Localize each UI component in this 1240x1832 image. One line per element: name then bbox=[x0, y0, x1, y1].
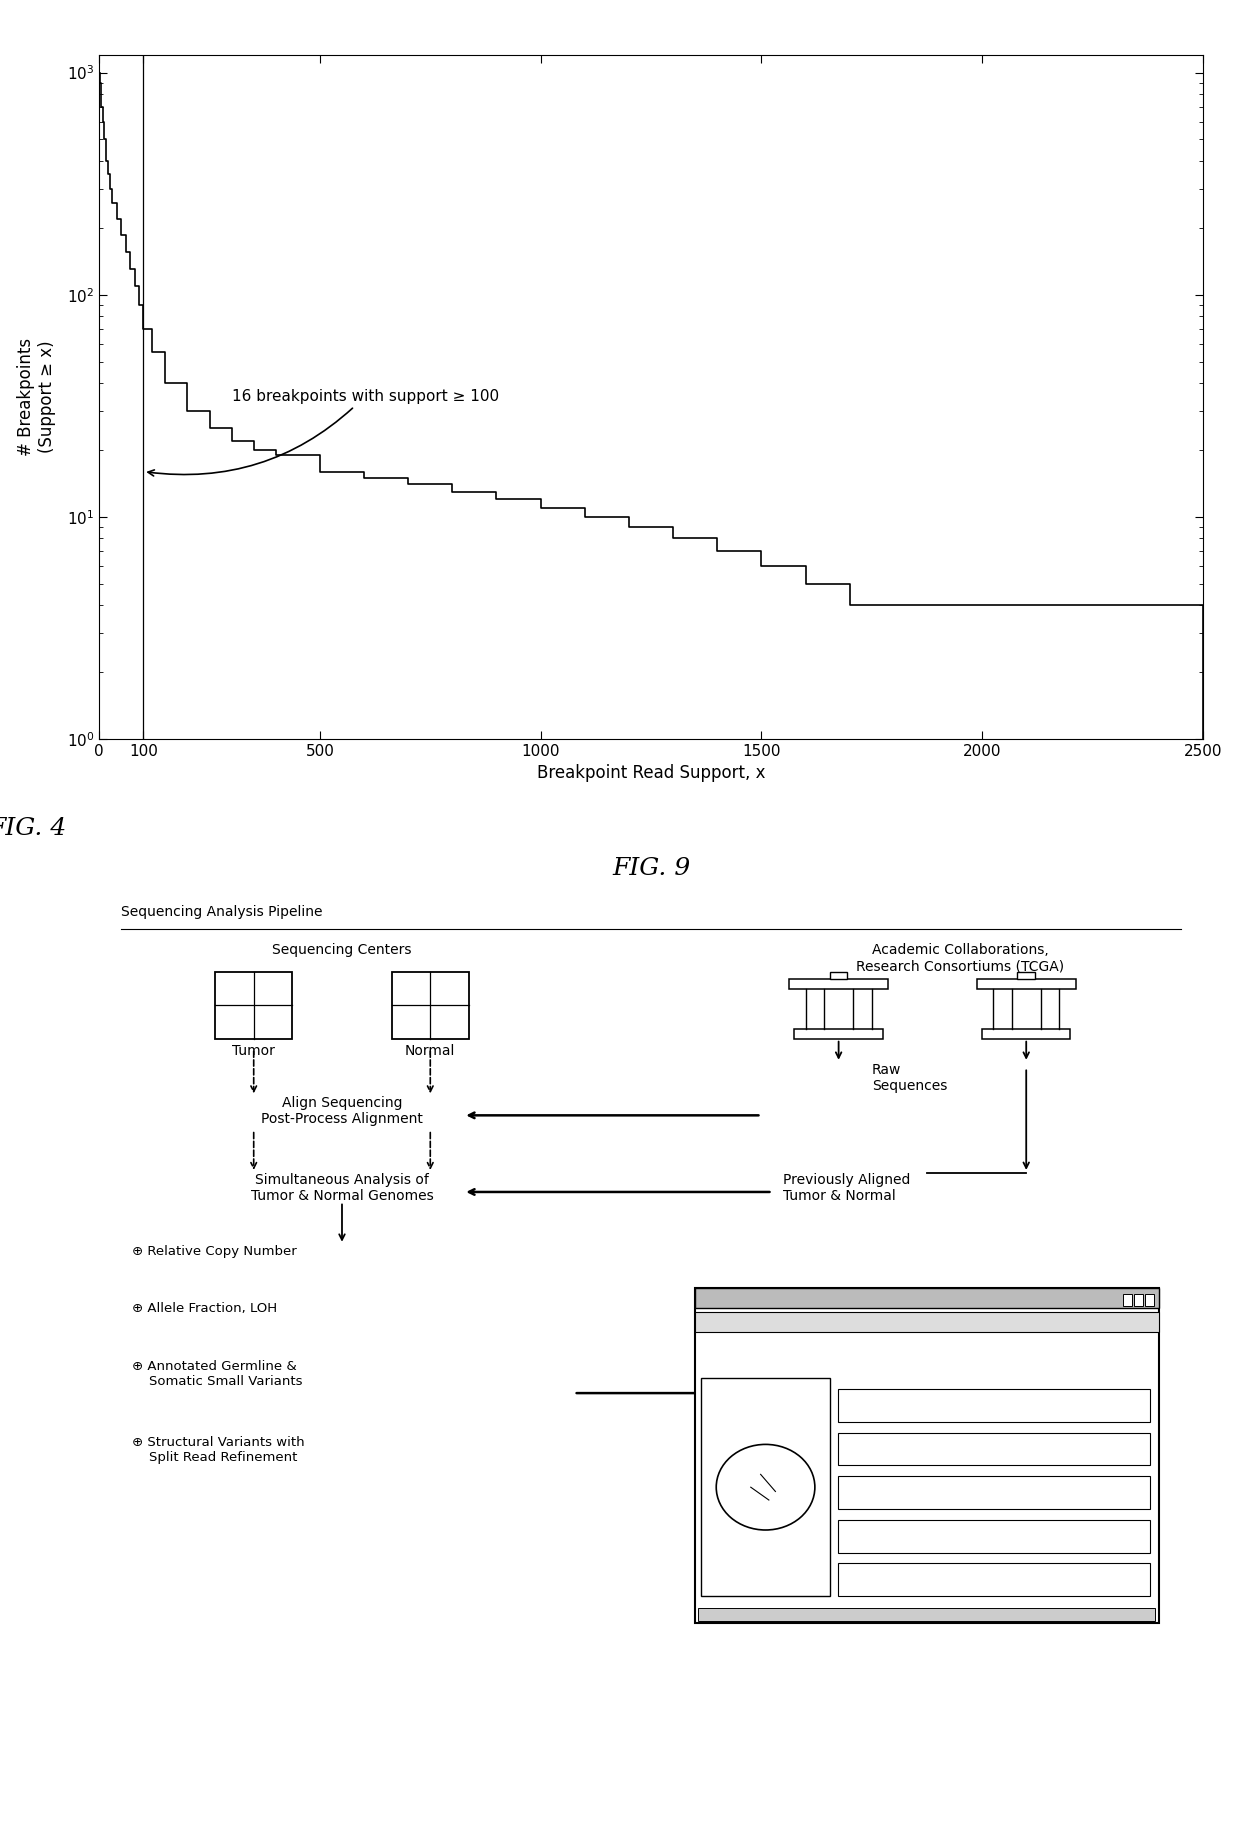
Bar bbox=[701, 1378, 831, 1596]
Text: FIG. 4: FIG. 4 bbox=[0, 817, 67, 839]
Bar bbox=[838, 1521, 1149, 1552]
Bar bbox=[795, 1030, 883, 1039]
Text: Academic Collaborations,
Research Consortiums (TCGA): Academic Collaborations, Research Consor… bbox=[856, 943, 1064, 973]
Bar bbox=[838, 1477, 1149, 1510]
Bar bbox=[977, 980, 1076, 989]
Bar bbox=[838, 1433, 1149, 1466]
Bar bbox=[789, 980, 888, 989]
Bar bbox=[830, 971, 847, 980]
Text: ⊕ Allele Fraction, LOH: ⊕ Allele Fraction, LOH bbox=[133, 1303, 278, 1315]
Bar bbox=[982, 1030, 1070, 1039]
Text: Previously Aligned
Tumor & Normal: Previously Aligned Tumor & Normal bbox=[784, 1172, 911, 1204]
Bar bbox=[1123, 1293, 1132, 1306]
Text: ⊕ Annotated Germline &
    Somatic Small Variants: ⊕ Annotated Germline & Somatic Small Var… bbox=[133, 1359, 303, 1387]
Text: ⊕ Structural Variants with
    Split Read Refinement: ⊕ Structural Variants with Split Read Re… bbox=[133, 1436, 305, 1464]
Text: 16 breakpoints with support ≥ 100: 16 breakpoints with support ≥ 100 bbox=[148, 388, 498, 476]
Bar bbox=[1146, 1293, 1154, 1306]
Bar bbox=[392, 971, 469, 1039]
Text: Align Sequencing
Post-Process Alignment: Align Sequencing Post-Process Alignment bbox=[262, 1096, 423, 1127]
Text: Normal: Normal bbox=[405, 1044, 455, 1057]
Bar bbox=[696, 1312, 1158, 1332]
X-axis label: Breakpoint Read Support, x: Breakpoint Read Support, x bbox=[537, 764, 765, 782]
Y-axis label: # Breakpoints
(Support ≥ x): # Breakpoints (Support ≥ x) bbox=[17, 337, 56, 456]
Text: Raw
Sequences: Raw Sequences bbox=[872, 1063, 947, 1094]
Text: Sequencing Analysis Pipeline: Sequencing Analysis Pipeline bbox=[122, 905, 322, 918]
Bar bbox=[698, 1608, 1156, 1621]
Bar bbox=[215, 971, 293, 1039]
Text: FIG. 9: FIG. 9 bbox=[611, 857, 691, 879]
Bar bbox=[696, 1288, 1158, 1623]
Text: ⊕ Relative Copy Number: ⊕ Relative Copy Number bbox=[133, 1244, 298, 1257]
Bar bbox=[838, 1389, 1149, 1422]
Text: Tumor: Tumor bbox=[232, 1044, 275, 1057]
Text: Sequencing Centers: Sequencing Centers bbox=[273, 943, 412, 956]
Bar bbox=[696, 1288, 1158, 1308]
Bar bbox=[1017, 971, 1035, 980]
Bar bbox=[1135, 1293, 1143, 1306]
Bar bbox=[838, 1563, 1149, 1596]
Text: Simultaneous Analysis of
Tumor & Normal Genomes: Simultaneous Analysis of Tumor & Normal … bbox=[250, 1172, 433, 1204]
Circle shape bbox=[717, 1444, 815, 1530]
